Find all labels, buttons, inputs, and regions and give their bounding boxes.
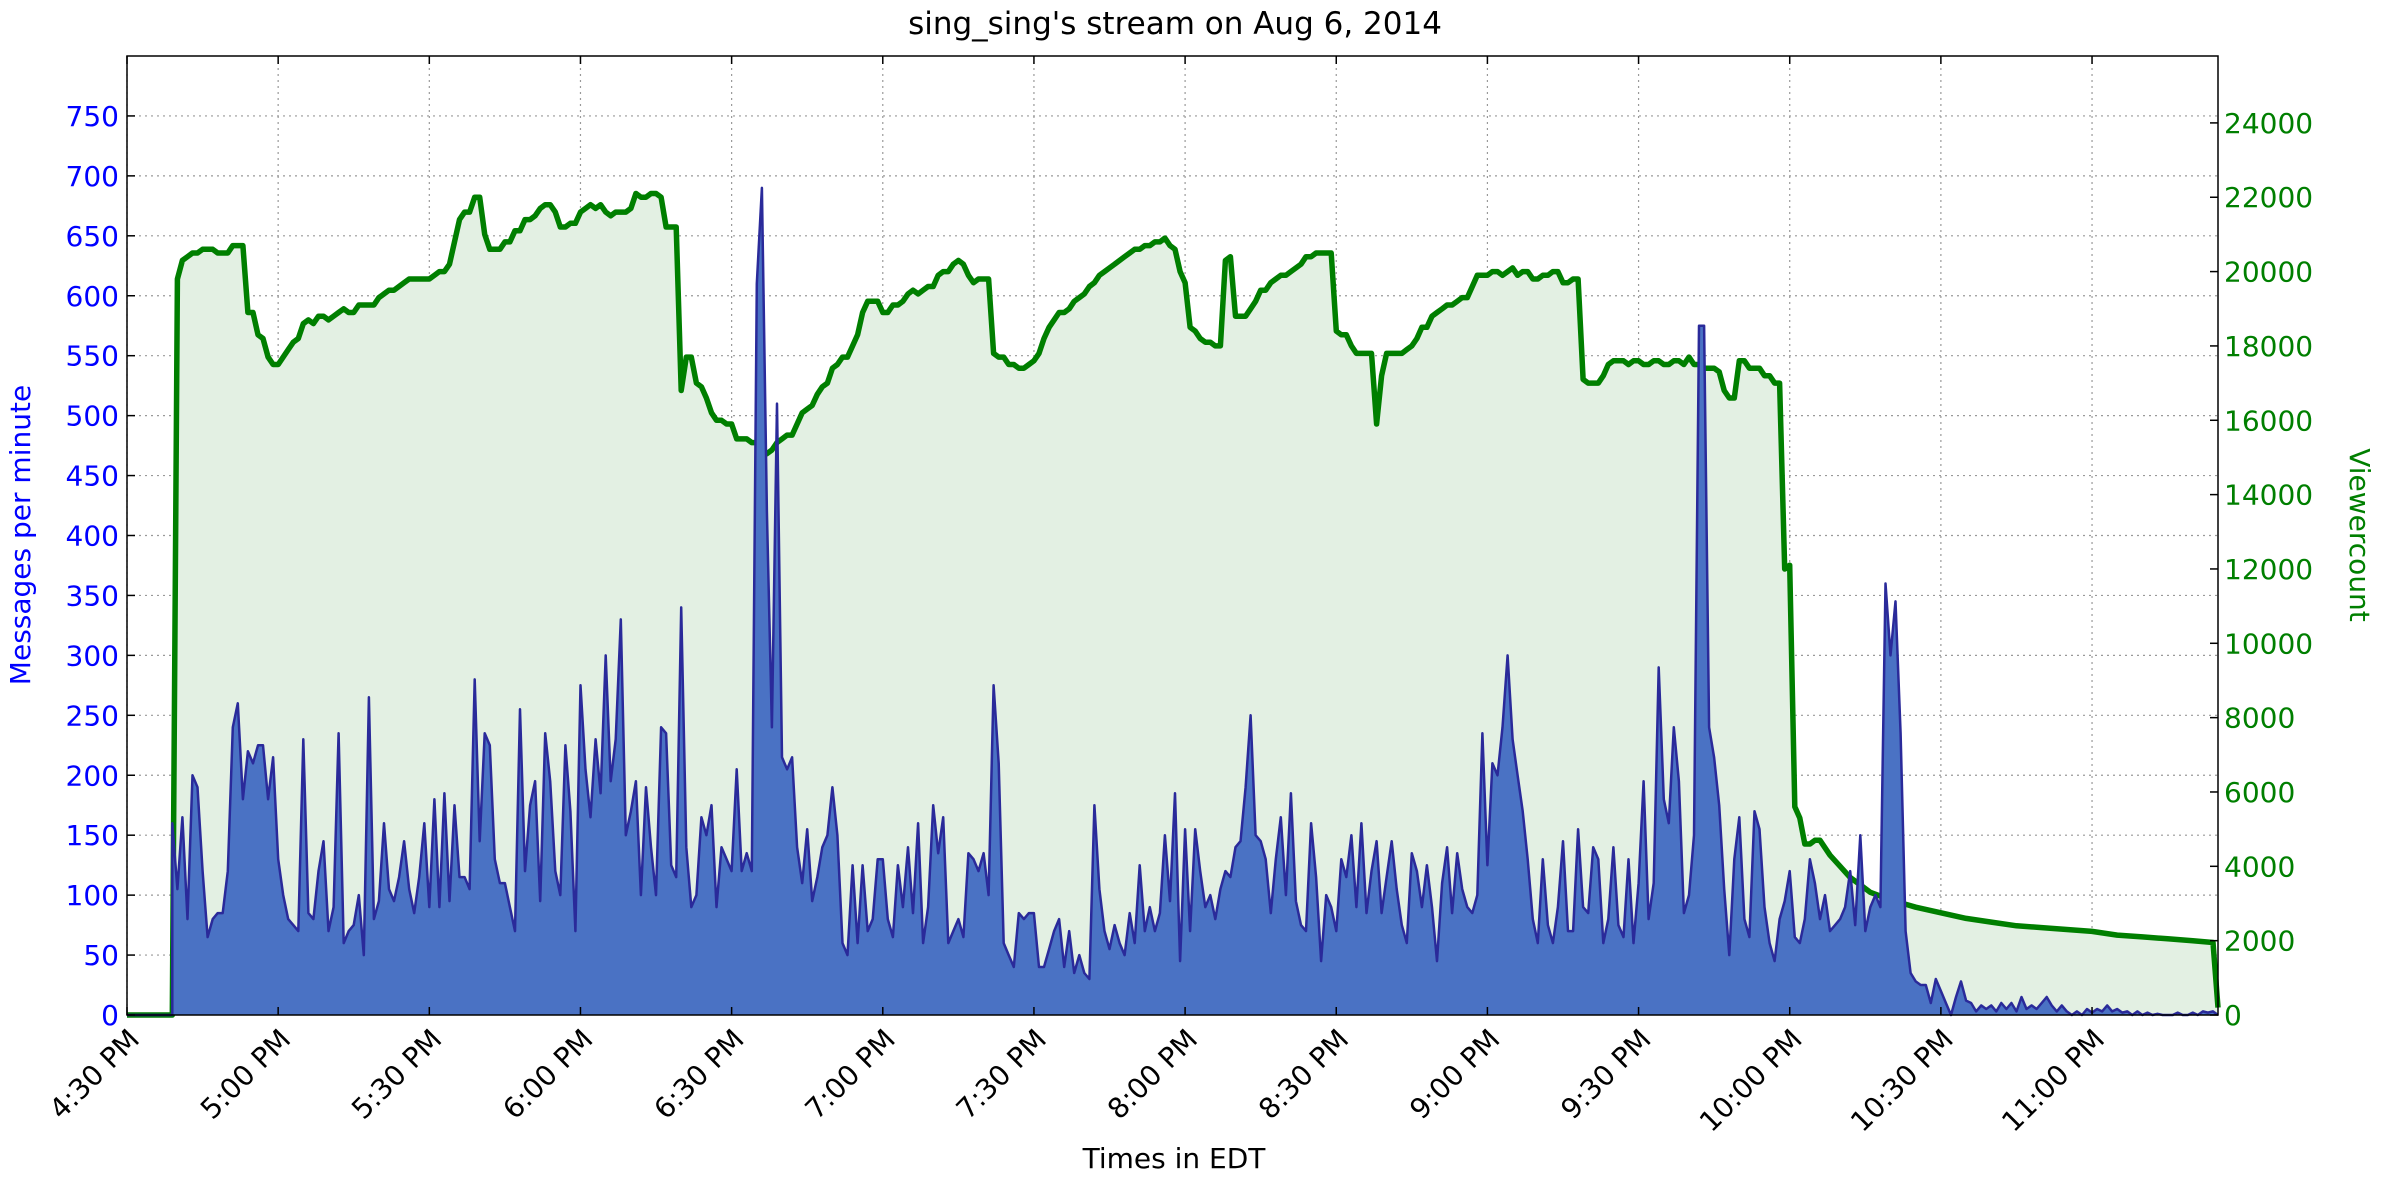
right-tick-label: 0 [2224,999,2242,1032]
right-tick-label: 14000 [2224,479,2313,512]
left-axis-label: Messages per minute [4,385,37,685]
right-tick-label: 20000 [2224,256,2313,289]
left-tick-label: 750 [66,100,119,133]
right-tick-label: 24000 [2224,107,2313,140]
right-tick-label: 8000 [2224,702,2295,735]
right-tick-label: 10000 [2224,627,2313,660]
right-tick-label: 16000 [2224,404,2313,437]
left-tick-label: 50 [83,939,119,972]
left-tick-label: 300 [66,639,119,672]
left-tick-label: 650 [66,220,119,253]
left-axis-ticks: 0 50 100 150 200 250 300 350 400 450 500 550 600 650 7… [66,100,135,1032]
messages-line [127,186,2219,1017]
right-tick-label: 12000 [2224,553,2313,586]
left-tick-label: 400 [66,520,119,553]
x-axis-label: Times in EDT [1082,1142,1267,1175]
right-axis-ticks: 0 2000 4000 6000 8000 10000 12000 14000 16000 180… [2210,107,2313,1032]
left-tick-label: 0 [101,999,119,1032]
messages-series [127,186,2219,1017]
right-tick-label: 4000 [2224,850,2295,883]
left-tick-label: 500 [66,400,119,433]
right-tick-label: 2000 [2224,925,2295,958]
viewercount-line [127,190,2221,1018]
right-tick-label: 6000 [2224,776,2295,809]
left-tick-label: 150 [66,819,119,852]
left-tick-label: 450 [66,460,119,493]
chart-title: sing_sing's stream on Aug 6, 2014 [908,6,1442,42]
right-axis-label: Viewercount [2343,448,2376,622]
left-tick-label: 700 [66,160,119,193]
left-tick-label: 200 [66,759,119,792]
right-tick-label: 18000 [2224,330,2313,363]
left-tick-label: 550 [66,340,119,373]
left-tick-label: 100 [66,879,119,912]
left-tick-label: 600 [66,280,119,313]
right-tick-label: 22000 [2224,181,2313,214]
left-tick-label: 250 [66,699,119,732]
left-tick-label: 350 [66,579,119,612]
